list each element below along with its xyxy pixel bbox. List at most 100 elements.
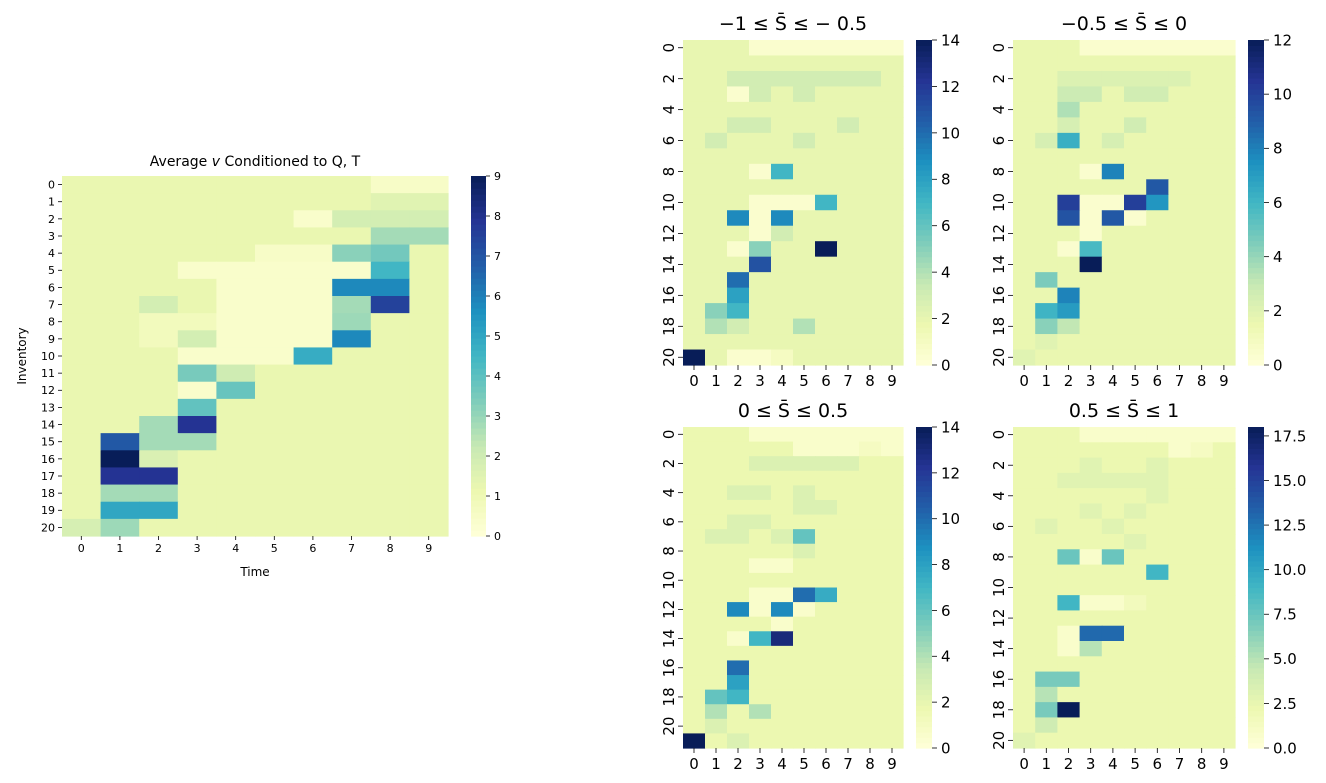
colorbar-segment	[916, 534, 932, 540]
heatmap-cell	[1190, 148, 1214, 165]
heatmap-cell	[749, 675, 772, 691]
heatmap-cell	[881, 485, 904, 501]
colorbar-segment	[916, 110, 932, 117]
colorbar-segment	[471, 350, 486, 357]
colorbar-segment	[471, 266, 486, 273]
heatmap-cell	[1146, 101, 1169, 118]
heatmap-cell	[705, 572, 728, 589]
heatmap-cell	[837, 148, 860, 165]
heatmap-cell	[1057, 717, 1081, 734]
heatmap-cell	[837, 179, 860, 196]
heatmap-cell	[1101, 686, 1125, 703]
heatmap-cell	[683, 194, 706, 211]
heatmap-cell	[749, 660, 772, 676]
heatmap-cell	[705, 318, 728, 335]
heatmap-cell	[1101, 256, 1125, 273]
heatmap-cell	[815, 194, 838, 211]
heatmap-cell	[1212, 610, 1236, 627]
heatmap-cell	[409, 450, 449, 469]
heatmap-cell	[1124, 194, 1147, 211]
colorbar-tick-label: 1	[494, 490, 501, 503]
y-tick-label: 4	[990, 491, 1008, 501]
heatmap-cell	[727, 40, 750, 57]
heatmap-cell	[1146, 40, 1169, 57]
heatmap-cell	[1124, 179, 1147, 196]
heatmap-panel-main: Average v Conditioned to Q, T0 1 2 3 4 5 6 7 8 90…	[15, 154, 501, 579]
heatmap-cell	[1212, 656, 1236, 673]
heatmap-cell	[881, 616, 904, 632]
heatmap-cell	[100, 398, 140, 417]
heatmap-cell	[100, 364, 140, 383]
heatmap-cell	[1124, 70, 1147, 88]
heatmap-cell	[727, 558, 750, 574]
heatmap-cell	[749, 334, 772, 351]
colorbar-segment	[1248, 555, 1264, 562]
colorbar-segment	[1248, 305, 1264, 312]
heatmap-cell	[1035, 702, 1058, 719]
heatmap-cell	[332, 278, 372, 297]
heatmap-cell	[1212, 163, 1236, 180]
colorbar-tick-label: 12	[941, 464, 960, 482]
heatmap-cell	[705, 485, 728, 501]
heatmap-cell	[1190, 163, 1214, 180]
heatmap-cell	[749, 499, 772, 516]
colorbar-segment	[471, 494, 486, 501]
colorbar-segment	[916, 624, 932, 631]
colorbar-segment	[916, 332, 932, 339]
heatmap-cell	[1035, 610, 1058, 627]
heatmap-cell	[771, 543, 794, 559]
heatmap-cell	[1101, 427, 1125, 443]
heatmap-panel-p1: −1 ≤ S̄ ≤ − 0.50 1 2 3 4 5 6 7 8 9024681012141618…	[660, 11, 960, 390]
colorbar-segment	[1248, 267, 1264, 274]
heatmap-cell	[1146, 656, 1169, 673]
heatmap-cell	[727, 470, 750, 486]
heatmap-cell	[1190, 194, 1214, 211]
heatmap-cell	[62, 501, 102, 520]
heatmap-cell	[749, 689, 772, 705]
colorbar-segment	[916, 40, 932, 47]
heatmap-cell	[859, 733, 882, 749]
heatmap-cell	[859, 287, 882, 304]
heatmap-cell	[177, 467, 217, 486]
heatmap-cell	[1190, 625, 1214, 642]
colorbar-segment	[916, 528, 932, 535]
colorbar-segment	[1248, 517, 1264, 524]
colorbar-segment	[916, 235, 932, 242]
heatmap-cell	[881, 334, 904, 351]
y-tick-label: 20	[41, 521, 55, 534]
heatmap-cell	[293, 416, 333, 434]
colorbar-segment	[471, 368, 486, 375]
colorbar-tick-label: 4	[1273, 248, 1283, 266]
heatmap-cell	[705, 427, 728, 443]
colorbar-segment	[1248, 437, 1264, 444]
heatmap-cell	[1057, 179, 1081, 196]
heatmap-cell	[1101, 488, 1125, 505]
colorbar-tick-label: 6	[941, 217, 951, 235]
heatmap-cell	[837, 40, 860, 57]
heatmap-cell	[793, 55, 816, 72]
heatmap-cell	[749, 349, 772, 366]
heatmap-cell	[1190, 241, 1214, 258]
heatmap-cell	[1146, 686, 1169, 703]
y-tick-label: 1	[48, 196, 55, 209]
heatmap-cell	[815, 272, 838, 289]
y-tick-label: 10	[990, 193, 1008, 212]
heatmap-cell	[293, 313, 333, 331]
colorbar-segment	[916, 523, 932, 530]
heatmap-cell	[1124, 518, 1147, 535]
heatmap-cell	[859, 499, 882, 516]
heatmap-cell	[793, 587, 816, 603]
heatmap-cell	[1013, 488, 1036, 505]
heatmap-cell	[1035, 194, 1058, 211]
heatmap-cell	[683, 132, 706, 149]
heatmap-cell	[1079, 210, 1103, 227]
heatmap-cell	[705, 241, 728, 258]
heatmap-cell	[1124, 55, 1147, 72]
colorbar-segment	[916, 641, 932, 647]
heatmap-cell	[409, 501, 449, 520]
heatmap-cell	[1212, 442, 1236, 459]
heatmap-cell	[793, 101, 816, 118]
heatmap-cell	[705, 86, 728, 103]
heatmap-cell	[1212, 117, 1236, 134]
heatmap-cell	[859, 40, 882, 57]
